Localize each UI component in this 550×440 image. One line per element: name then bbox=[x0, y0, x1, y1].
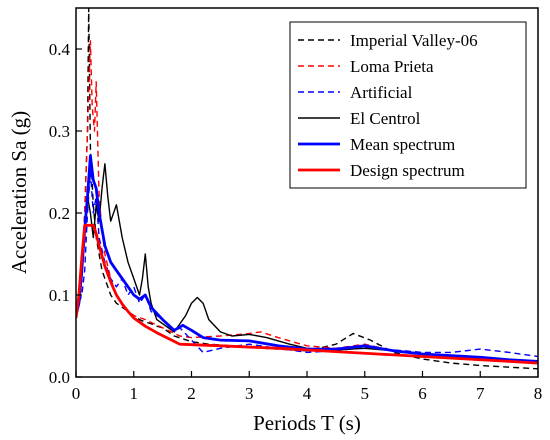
legend-label: El Centrol bbox=[350, 109, 421, 128]
legend-label: Imperial Valley-06 bbox=[350, 31, 478, 50]
x-tick-label: 5 bbox=[361, 384, 370, 403]
series-line-5 bbox=[76, 154, 538, 363]
x-tick-label: 4 bbox=[303, 384, 312, 403]
x-tick-label: 6 bbox=[418, 384, 427, 403]
legend-label: Artificial bbox=[350, 83, 413, 102]
ticks-layer: 0 1 2 3 4 5 6 7 8 0.0 0.1 0.2 0.3 0.4 bbox=[49, 40, 543, 403]
y-tick-label: 0.0 bbox=[49, 368, 70, 387]
legend-label: Loma Prieta bbox=[350, 57, 434, 76]
series-line-4 bbox=[76, 163, 538, 363]
x-tick-label: 0 bbox=[72, 384, 81, 403]
series-line-6 bbox=[76, 223, 538, 365]
x-tick-label: 2 bbox=[187, 384, 196, 403]
series-line-2 bbox=[76, 40, 538, 363]
x-tick-label: 7 bbox=[476, 384, 485, 403]
series-layer bbox=[76, 8, 538, 370]
y-axis-title: Acceleration Sa (g) bbox=[7, 111, 31, 274]
x-tick-label: 3 bbox=[245, 384, 254, 403]
y-tick-label: 0.4 bbox=[49, 40, 71, 59]
legend-label: Design spectrum bbox=[350, 161, 465, 180]
legend-label: Mean spectrum bbox=[350, 135, 455, 154]
y-tick-label: 0.1 bbox=[49, 286, 70, 305]
legend: Imperial Valley-06 Loma Prieta Artificial E… bbox=[289, 21, 527, 189]
legend-box bbox=[289, 21, 527, 189]
x-axis-title: Periods T (s) bbox=[253, 411, 361, 435]
y-tick-label: 0.3 bbox=[49, 122, 70, 141]
series-line-3 bbox=[76, 171, 538, 358]
y-tick-label: 0.2 bbox=[49, 204, 70, 223]
x-tick-label: 1 bbox=[130, 384, 139, 403]
x-tick-label: 8 bbox=[534, 384, 543, 403]
